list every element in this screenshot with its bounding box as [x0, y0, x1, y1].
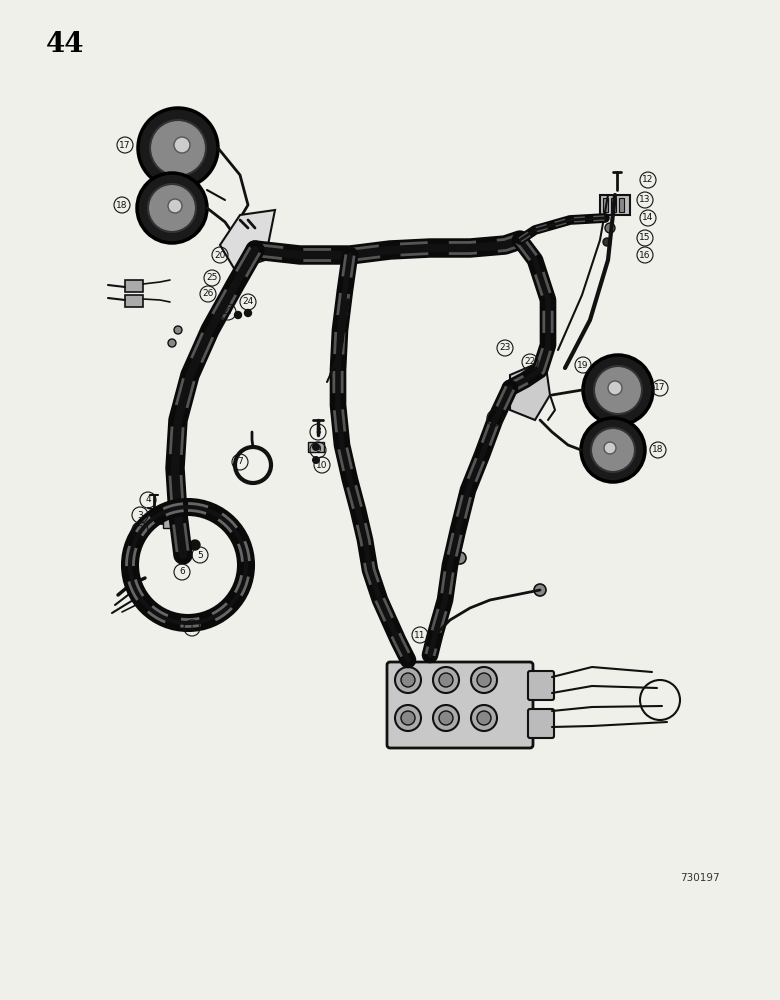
Text: 11: 11 — [414, 631, 426, 640]
Text: 26: 26 — [202, 290, 214, 298]
Circle shape — [222, 306, 229, 314]
Text: 3: 3 — [137, 510, 143, 520]
Circle shape — [477, 711, 491, 725]
Text: 18: 18 — [652, 446, 664, 454]
Text: 12: 12 — [642, 176, 654, 184]
Circle shape — [604, 442, 616, 454]
Circle shape — [605, 223, 615, 233]
Circle shape — [477, 673, 491, 687]
Circle shape — [244, 310, 251, 316]
Circle shape — [174, 137, 190, 153]
FancyBboxPatch shape — [387, 662, 533, 748]
Circle shape — [174, 326, 182, 334]
Circle shape — [150, 120, 206, 176]
Circle shape — [471, 667, 497, 693]
Circle shape — [471, 705, 497, 731]
Bar — [125, 295, 143, 307]
Circle shape — [581, 418, 645, 482]
Text: 19: 19 — [577, 360, 589, 369]
Text: 5: 5 — [197, 550, 203, 560]
Circle shape — [168, 199, 182, 213]
Bar — [125, 280, 143, 292]
Bar — [619, 198, 624, 212]
Bar — [308, 442, 324, 452]
Text: 24: 24 — [243, 298, 254, 306]
Circle shape — [168, 339, 176, 347]
Circle shape — [243, 219, 253, 229]
Circle shape — [603, 238, 611, 246]
Circle shape — [190, 540, 200, 550]
Circle shape — [312, 456, 320, 464]
Circle shape — [179, 554, 187, 562]
Circle shape — [433, 667, 459, 693]
Text: 730197: 730197 — [680, 873, 720, 883]
Text: 25: 25 — [207, 273, 218, 282]
Text: 20: 20 — [215, 250, 225, 259]
Text: 1: 1 — [189, 624, 195, 633]
Text: 13: 13 — [640, 196, 651, 205]
Text: 2: 2 — [137, 526, 143, 534]
Circle shape — [439, 711, 453, 725]
Text: 18: 18 — [116, 200, 128, 210]
Circle shape — [401, 711, 415, 725]
Polygon shape — [220, 210, 275, 270]
Text: 17: 17 — [654, 383, 666, 392]
Circle shape — [395, 667, 421, 693]
Circle shape — [608, 381, 622, 395]
Bar — [611, 198, 616, 212]
Circle shape — [439, 673, 453, 687]
Circle shape — [235, 312, 242, 318]
Text: 9: 9 — [315, 446, 321, 454]
Text: 16: 16 — [640, 250, 651, 259]
Text: 7: 7 — [237, 458, 243, 466]
Text: 15: 15 — [640, 233, 651, 242]
Bar — [163, 505, 177, 515]
Polygon shape — [510, 360, 550, 420]
Circle shape — [138, 108, 218, 188]
Text: 27: 27 — [222, 308, 234, 316]
Circle shape — [137, 173, 207, 243]
Circle shape — [312, 443, 320, 451]
Circle shape — [148, 184, 196, 232]
FancyBboxPatch shape — [528, 671, 554, 700]
Circle shape — [534, 584, 546, 596]
Text: 21: 21 — [489, 414, 501, 422]
Circle shape — [433, 705, 459, 731]
Bar — [603, 198, 608, 212]
Circle shape — [454, 552, 466, 564]
Text: 10: 10 — [316, 460, 328, 470]
FancyBboxPatch shape — [528, 709, 554, 738]
Circle shape — [583, 355, 653, 425]
Circle shape — [594, 366, 642, 414]
Text: 23: 23 — [499, 344, 511, 353]
Bar — [600, 195, 630, 215]
Text: 4: 4 — [145, 495, 151, 504]
Text: 14: 14 — [642, 214, 654, 223]
Circle shape — [401, 673, 415, 687]
Text: 44: 44 — [46, 31, 84, 58]
Text: 6: 6 — [179, 568, 185, 576]
Circle shape — [591, 428, 635, 472]
Circle shape — [395, 705, 421, 731]
Bar — [163, 518, 177, 528]
Text: 17: 17 — [119, 140, 131, 149]
Text: 8: 8 — [315, 428, 321, 436]
Text: 22: 22 — [524, 358, 536, 366]
